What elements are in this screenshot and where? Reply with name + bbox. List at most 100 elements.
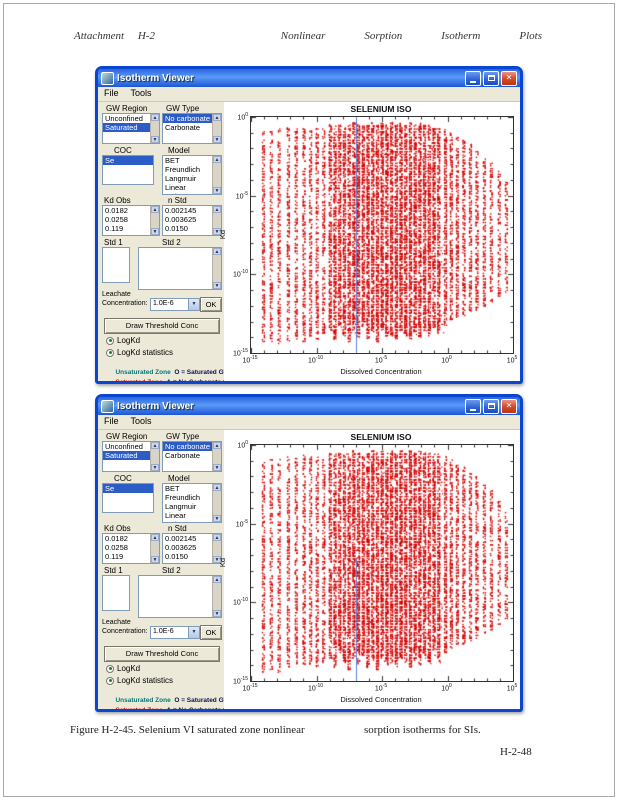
list-item[interactable]: Unconfined [105,114,143,123]
list-item[interactable]: BET [165,484,180,493]
scroll-up-arrow-icon[interactable]: ▲ [213,206,221,213]
list-item[interactable]: 0.002145 [165,206,197,215]
list-item[interactable]: 0.003625 [165,215,197,224]
list-item[interactable]: Unconfined [105,442,143,451]
scroll-down-arrow-icon[interactable]: ▼ [213,464,221,471]
vertical-scrollbar[interactable]: ▲ ▼ [212,248,221,289]
list-item[interactable]: 0.003625 [165,543,197,552]
scroll-up-arrow-icon[interactable]: ▲ [213,442,221,449]
list-item[interactable]: 0.0150 [165,552,188,561]
vertical-scrollbar[interactable]: ▲ ▼ [212,534,221,563]
gw-region-listbox[interactable]: Unconfined Saturated ▲ ▼ [102,441,160,472]
scroll-up-arrow-icon[interactable]: ▲ [213,576,221,583]
scroll-down-arrow-icon[interactable]: ▼ [213,515,221,522]
model-listbox[interactable]: BETFreundlichLangmuirLinearToth▲▼ [162,483,222,523]
list-item[interactable]: Toth [163,192,213,194]
list-item[interactable]: Saturated [103,451,151,460]
radio-logkd-statistics[interactable]: LogKd statistics [106,676,173,685]
list-item[interactable]: Se [103,156,153,165]
maximize-button[interactable] [483,398,499,414]
minimize-button[interactable] [465,70,481,86]
vertical-scrollbar[interactable]: ▲ ▼ [212,114,221,143]
scroll-down-arrow-icon[interactable]: ▼ [213,187,221,194]
radio-logkd[interactable]: LogKd [106,336,140,345]
vertical-scrollbar[interactable]: ▲ ▼ [212,484,221,522]
list-item[interactable]: 0.0150 [165,224,188,233]
coc-listbox[interactable]: Se [102,483,154,513]
scroll-down-arrow-icon[interactable]: ▼ [151,136,159,143]
vertical-scrollbar[interactable]: ▲ ▼ [150,442,159,471]
list-item[interactable]: Saturated [103,123,151,132]
close-button[interactable]: ✕ [501,70,517,86]
list-item[interactable]: No carbonate [163,442,213,451]
menu-tools[interactable]: Tools [130,416,152,426]
scroll-up-arrow-icon[interactable]: ▲ [213,156,221,163]
vertical-scrollbar[interactable]: ▲ ▼ [150,206,159,235]
std1-listbox[interactable] [102,247,130,283]
draw-threshold-button[interactable]: Draw Threshold Conc [104,646,220,662]
vertical-scrollbar[interactable]: ▲ ▼ [150,534,159,563]
scroll-up-arrow-icon[interactable]: ▲ [213,534,221,541]
scroll-down-arrow-icon[interactable]: ▼ [213,610,221,617]
scroll-down-arrow-icon[interactable]: ▼ [213,282,221,289]
draw-threshold-button[interactable]: Draw Threshold Conc [104,318,220,334]
scroll-down-arrow-icon[interactable]: ▼ [213,136,221,143]
scroll-down-arrow-icon[interactable]: ▼ [213,228,221,235]
list-item[interactable]: 0.0182 [105,206,128,215]
minimize-button[interactable] [465,398,481,414]
menu-tools[interactable]: Tools [130,88,152,98]
scroll-up-arrow-icon[interactable]: ▲ [213,248,221,255]
scroll-up-arrow-icon[interactable]: ▲ [213,484,221,491]
radio-logkd[interactable]: LogKd [106,664,140,673]
vertical-scrollbar[interactable]: ▲ ▼ [212,206,221,235]
list-item[interactable]: 0.0258 [105,543,128,552]
window-titlebar[interactable]: Isotherm Viewer ✕ [98,397,520,415]
list-item[interactable]: Freundlich [165,493,201,502]
list-item[interactable]: 0.0182 [105,534,128,543]
list-item[interactable]: No carbonate [163,114,213,123]
ok-button[interactable]: OK [200,625,222,640]
model-listbox[interactable]: BETFreundlichLangmuirLinearToth▲▼ [162,155,222,195]
close-button[interactable]: ✕ [501,398,517,414]
vertical-scrollbar[interactable]: ▲ ▼ [212,576,221,617]
std1-listbox[interactable] [102,575,130,611]
maximize-button[interactable] [483,70,499,86]
scroll-up-arrow-icon[interactable]: ▲ [151,114,159,121]
list-item[interactable]: Freundlich [165,165,201,174]
scroll-up-arrow-icon[interactable]: ▲ [213,114,221,121]
list-item[interactable]: Se [103,484,153,493]
window-titlebar[interactable]: Isotherm Viewer ✕ [98,69,520,87]
list-item[interactable]: 0.0258 [105,215,128,224]
scroll-down-arrow-icon[interactable]: ▼ [151,228,159,235]
chevron-down-icon[interactable]: ▼ [188,299,199,310]
kd-listbox[interactable]: 0.0182 0.0258 0.119 ▲ ▼ [102,533,160,564]
n-std-listbox[interactable]: 0.002145 0.003625 0.0150 ▲ ▼ [162,205,222,236]
coc-listbox[interactable]: Se [102,155,154,185]
n-std-listbox[interactable]: 0.002145 0.003625 0.0150 ▲ ▼ [162,533,222,564]
list-item[interactable]: 0.119 [105,224,124,233]
vertical-scrollbar[interactable]: ▲ ▼ [212,442,221,471]
list-item[interactable]: 0.119 [105,552,124,561]
list-item[interactable]: Langmuir [165,174,197,183]
list-item[interactable]: Toth [163,520,213,522]
vertical-scrollbar[interactable]: ▲ ▼ [212,156,221,194]
ok-button[interactable]: OK [200,297,222,312]
std2-listbox[interactable]: ▲ ▼ [138,247,222,290]
gw-type-listbox[interactable]: No carbonate Carbonate ▲ ▼ [162,113,222,144]
scroll-down-arrow-icon[interactable]: ▼ [151,464,159,471]
list-item[interactable]: Langmuir [165,502,197,511]
kd-listbox[interactable]: 0.0182 0.0258 0.119 ▲ ▼ [102,205,160,236]
list-item[interactable]: Carbonate [165,451,201,460]
gw-region-listbox[interactable]: Unconfined Saturated ▲ ▼ [102,113,160,144]
leachate-concentration-combo[interactable]: 1.0E-6 ▼ [150,626,200,639]
scroll-up-arrow-icon[interactable]: ▲ [151,206,159,213]
list-item[interactable]: BET [165,156,180,165]
chevron-down-icon[interactable]: ▼ [188,627,199,638]
list-item[interactable]: Linear [165,511,186,520]
radio-logkd-statistics[interactable]: LogKd statistics [106,348,173,357]
gw-type-listbox[interactable]: No carbonate Carbonate ▲ ▼ [162,441,222,472]
std2-listbox[interactable]: ▲ ▼ [138,575,222,618]
menu-file[interactable]: File [104,416,119,426]
list-item[interactable]: 0.002145 [165,534,197,543]
list-item[interactable]: Carbonate [165,123,201,132]
